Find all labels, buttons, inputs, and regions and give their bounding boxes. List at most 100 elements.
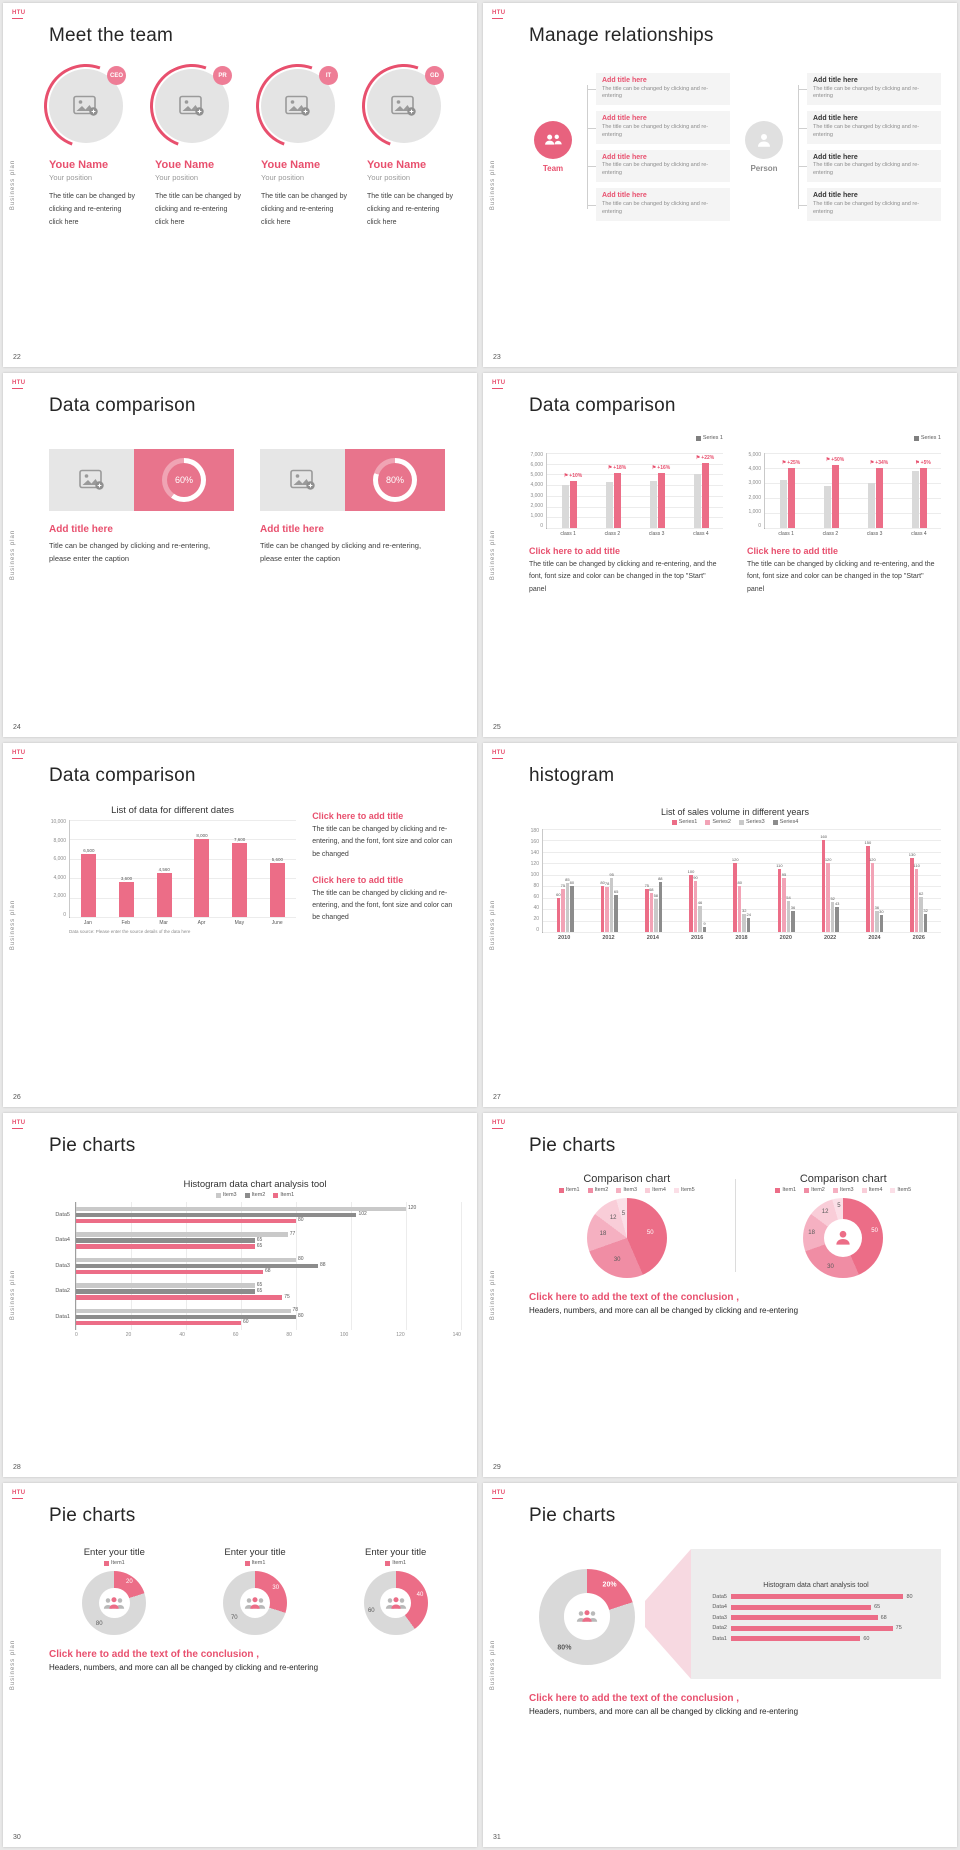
slide-22-meet-the-team[interactable]: HTU Business plan Meet the team CEO Youe… (3, 3, 477, 367)
bar: 7,600 (232, 837, 248, 917)
slice-label: 80 (95, 1620, 103, 1627)
pie-block: Comparison chart Item1 Item2 Item3 Item4 Ite… (529, 1173, 725, 1278)
gridline (543, 909, 941, 911)
legend-swatch (616, 1187, 622, 1193)
slide-27-histogram[interactable]: HTU Business plan histogram List of sale… (483, 743, 957, 1107)
slide-cell: HTU Business plan histogram List of sale… (480, 740, 960, 1110)
slide-28-pie-charts[interactable]: HTU Business plan Pie charts Histogram d… (3, 1113, 477, 1477)
gridline (547, 517, 723, 519)
donut-panel-row: 20% 80% Histogram data chart analysis too… (529, 1549, 941, 1679)
bar-label: 3,600 (120, 876, 133, 882)
legend-item: Series 1 (913, 435, 941, 441)
slide-30-pie-charts[interactable]: HTU Business plan Pie charts Enter your … (3, 1483, 477, 1847)
bar-group: +22% (679, 453, 723, 528)
slide-26-data-comparison[interactable]: HTU Business plan Data comparison List o… (3, 743, 477, 1107)
bar (76, 1269, 263, 1274)
y-tick: 6,000 (530, 462, 543, 469)
x-tick: 0 (75, 1331, 78, 1338)
image-placeholder (49, 449, 135, 511)
team-label: Team (542, 163, 564, 173)
chart-block: Series 1 7,000 6,000 5,000 4,000 3,000 2,000 1,… (529, 433, 723, 596)
gridline (547, 463, 723, 465)
x-tick: 60 (232, 1331, 239, 1338)
bar-label: 88 (658, 875, 663, 881)
chart-cta: Click here to add title (312, 811, 404, 821)
slide-25-data-comparison[interactable]: HTU Business plan Data comparison Series… (483, 373, 957, 737)
x-tick: 2020 (779, 935, 792, 941)
y-tick: 3,000 (748, 480, 761, 487)
bar-group: 6,500 (70, 820, 108, 917)
team-node: Team (529, 120, 577, 173)
relationship-item: Add title here The title can be changed … (587, 111, 730, 144)
value-label: 80 (906, 1593, 913, 1600)
text-column: Click here to add title The title can be… (312, 805, 461, 934)
donut-chart-30: Item1 30 70 (190, 1560, 321, 1635)
slice-label: 80% (557, 1644, 572, 1652)
gridline (543, 863, 941, 865)
annotation: +50% (826, 457, 844, 463)
x-tick: May (234, 920, 245, 926)
people-icon (545, 134, 562, 145)
slide-content: Histogram data chart analysis tool Item3 I… (49, 1171, 462, 1461)
donut-hole (563, 1593, 611, 1640)
bar: 46 (698, 900, 702, 932)
slice-label: 5 (621, 1211, 626, 1218)
conclusion-desc: Headers, numbers, and more can all be ch… (529, 1707, 799, 1716)
value-label: 68 (880, 1614, 887, 1621)
legend-label: Series2 (712, 819, 731, 825)
person-icon (836, 1230, 850, 1245)
gridline (543, 920, 941, 922)
legend-item: Item3 (616, 1187, 637, 1193)
chart-legend: Item1 (330, 1560, 461, 1566)
slice-label: 12 (609, 1215, 617, 1222)
bar-row: Data4 77 65 65 (55, 1228, 461, 1254)
side-label: Business plan (10, 899, 16, 951)
bar: 8,000 (194, 833, 210, 917)
slide-31-pie-charts[interactable]: HTU Business plan Pie charts 20% 80% Hist… (483, 1483, 957, 1847)
legend-swatch (244, 1192, 250, 1198)
slide-24-data-comparison[interactable]: HTU Business plan Data comparison 60% Ad… (3, 373, 477, 737)
legend-label: Item3 (222, 1192, 237, 1198)
brand-logo: HTU (492, 10, 506, 19)
bar (731, 1615, 878, 1621)
donut-trio: Enter your title Item1 20 80 Enter your ti… (49, 1547, 461, 1635)
slide-23-manage-relationships[interactable]: HTU Business plan Manage relationships T… (483, 3, 957, 367)
donut-chart-20: Item1 20 80 (49, 1560, 180, 1635)
bar-wrap: 120 (76, 1206, 461, 1211)
page-number: 26 (13, 1094, 21, 1101)
avatar: IT (242, 50, 354, 162)
relationship-item: Add title here The title can be changed … (587, 149, 730, 183)
bar: 100 (688, 869, 694, 932)
slide-title: Data comparison (49, 765, 196, 786)
bar-group: +10% (547, 453, 591, 528)
bar-group: +5% (897, 453, 941, 528)
bar-group: 4,560 (145, 820, 183, 917)
y-tick: 160 (530, 839, 539, 845)
chart-cta: Click here to add title (529, 546, 621, 556)
progress-ring: 60% (162, 458, 207, 502)
donut-block: Enter your title Item1 20 80 (49, 1547, 180, 1635)
slide-29-pie-charts[interactable]: HTU Business plan Pie charts Comparison … (483, 1113, 957, 1477)
bar-wrap: 78 (76, 1308, 461, 1313)
donut-hole (380, 1587, 412, 1619)
bar-row: Data5 120 102 80 (55, 1202, 461, 1228)
x-tick: Feb (121, 920, 131, 926)
bar (76, 1238, 255, 1243)
bar: 36 (791, 905, 795, 932)
avatar: CEO (30, 50, 142, 162)
legend-item: Item3 (215, 1192, 237, 1198)
slide-title: Pie charts (49, 1505, 136, 1526)
bar: 3,600 (119, 876, 135, 917)
value-label: 80 (298, 1217, 304, 1224)
bar (731, 1636, 861, 1642)
avatar-circle (367, 69, 441, 143)
y-tick: 1,000 (748, 508, 761, 515)
bar (76, 1257, 296, 1262)
legend-swatch (385, 1560, 391, 1566)
bar: 75 (645, 883, 649, 932)
x-tick: Apr (197, 920, 206, 926)
gridline (461, 1202, 462, 1330)
category-label: Data3 (712, 1614, 727, 1621)
y-tick: 0 (63, 911, 66, 918)
